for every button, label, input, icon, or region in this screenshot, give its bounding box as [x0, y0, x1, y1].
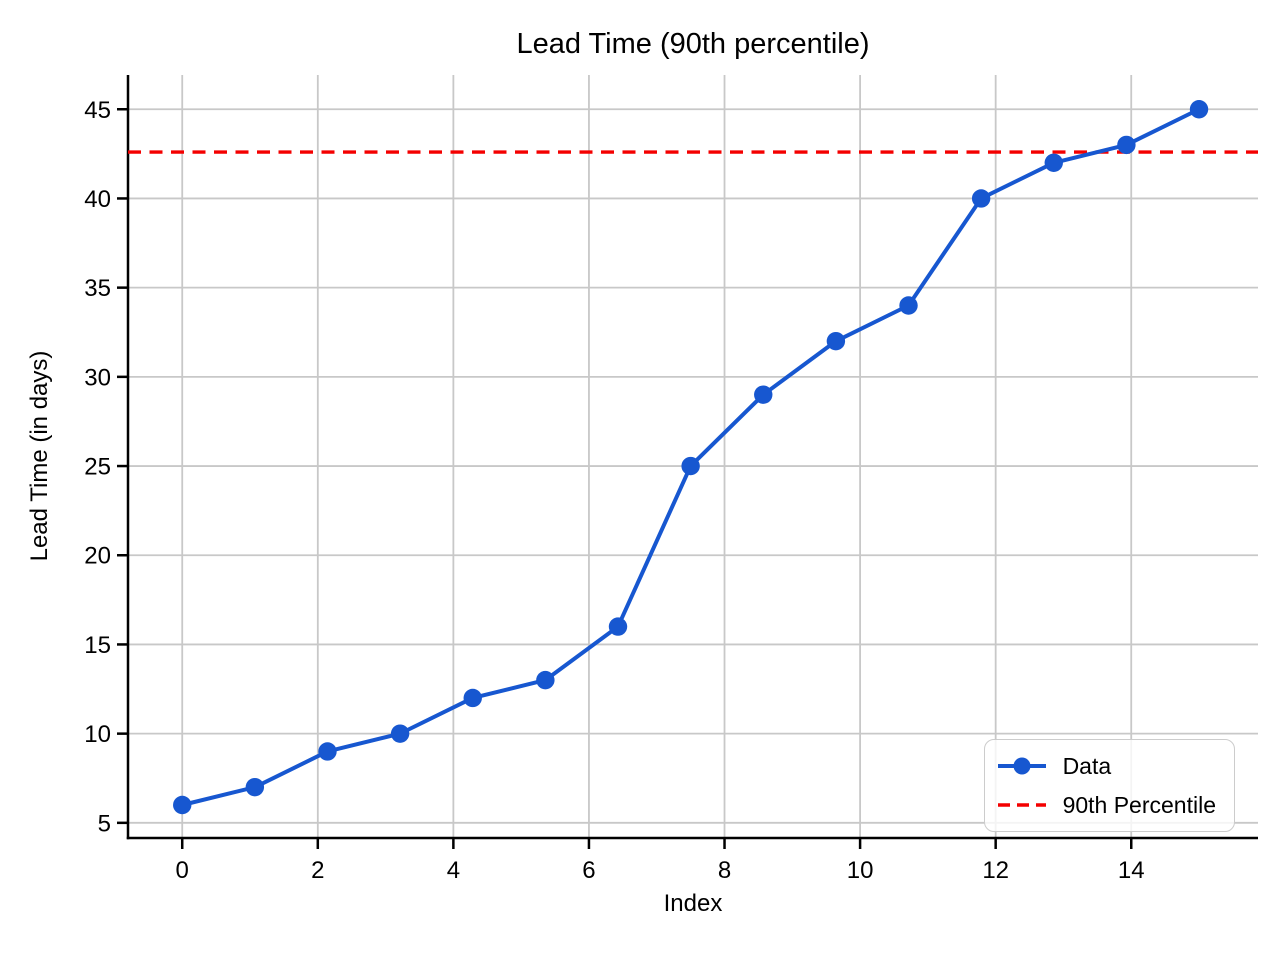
x-tick-label: 6 — [582, 857, 595, 884]
data-point — [1189, 100, 1209, 119]
y-tick-label: 20 — [84, 543, 111, 570]
y-tick-label: 25 — [84, 454, 111, 481]
y-tick-label: 10 — [84, 721, 111, 748]
legend-item-percentile: 90th Percentile — [997, 788, 1216, 822]
data-point — [681, 456, 700, 476]
data-point — [1044, 153, 1063, 172]
y-tick-label: 35 — [84, 275, 111, 302]
legend: Data 90th Percentile — [983, 739, 1235, 832]
data-point — [245, 777, 265, 797]
x-tick-label: 2 — [311, 857, 324, 884]
x-tick-label: 0 — [176, 857, 189, 884]
x-tick-label: 12 — [982, 857, 1009, 884]
x-tick-label: 10 — [847, 857, 874, 884]
x-tick-label: 8 — [718, 857, 731, 884]
data-point — [173, 795, 192, 815]
y-tick-label: 15 — [84, 632, 111, 659]
data-point — [536, 670, 555, 690]
y-tick-label: 40 — [84, 186, 111, 213]
chart-title: Lead Time (90th percentile) — [516, 28, 870, 60]
legend-item-data: Data — [997, 749, 1216, 783]
legend-label-data: Data — [1062, 752, 1112, 779]
y-tick-label: 5 — [98, 810, 111, 837]
data-point — [390, 724, 410, 743]
data-point — [826, 331, 846, 351]
y-tick-label: 30 — [84, 364, 111, 391]
data-point — [971, 189, 991, 208]
legend-percentile-line-icon — [997, 803, 1046, 807]
data-point — [899, 296, 918, 315]
x-tick-label: 14 — [1118, 857, 1145, 884]
data-point — [608, 617, 628, 636]
x-axis-label: Index — [663, 890, 723, 917]
y-tick-label: 45 — [84, 97, 111, 124]
y-axis-label: Lead Time (in days) — [26, 350, 53, 562]
data-point — [463, 688, 482, 708]
data-point — [1117, 135, 1136, 155]
legend-label-percentile: 90th Percentile — [1062, 791, 1216, 818]
data-point — [754, 385, 773, 404]
legend-data-line-icon — [997, 757, 1046, 775]
data-point — [318, 742, 337, 761]
x-tick-label: 4 — [447, 857, 460, 884]
